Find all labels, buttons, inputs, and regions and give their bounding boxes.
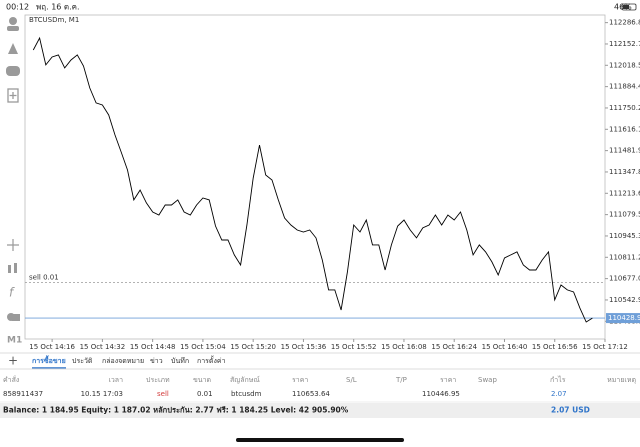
x-tick-label: 15 Oct 15:04 — [180, 343, 226, 351]
price-box — [606, 313, 640, 324]
x-tick-label: 15 Oct 15:20 — [230, 343, 276, 351]
crosshair-icon[interactable] — [7, 239, 19, 251]
table-cell: 2.07 — [551, 390, 567, 398]
price-label: 110428.93 — [608, 314, 640, 322]
y-tick-label: 111481.95 — [609, 147, 640, 155]
status-date: พฤ. 16 ต.ค. — [36, 3, 80, 12]
trade-icon[interactable] — [8, 43, 18, 54]
table-cell: 10.15 17:03 — [81, 390, 123, 398]
orders-table: คำสั่ง เวลา ประเภท ขนาด สัญลักษณ์ ราคา S/L T/P ร… — [0, 375, 640, 403]
x-tick-label: 15 Oct 16:56 — [532, 343, 578, 351]
tab[interactable]: ข่าว — [150, 357, 163, 365]
objects-icon-2 — [12, 314, 20, 321]
y-tick-label: 111616.10 — [609, 125, 640, 133]
table-header: สัญลักษณ์ — [230, 376, 260, 384]
table-cell: 858911437 — [3, 390, 43, 398]
table-header: Swap — [478, 376, 497, 384]
y-tick-label: 112018.55 — [609, 61, 640, 69]
y-tick-label: 111079.50 — [609, 211, 640, 219]
battery-level — [623, 5, 629, 9]
chart-frame — [24, 14, 606, 340]
table-cell: 110653.64 — [292, 390, 330, 398]
x-tick-label: 15 Oct 17:12 — [582, 343, 628, 351]
y-tick-label: 111750.25 — [609, 104, 640, 112]
y-tick-label: 112286.85 — [609, 19, 640, 27]
table-header: ราคา — [440, 376, 456, 384]
table-cell: sell — [157, 390, 169, 398]
x-tick-label: 15 Oct 15:36 — [281, 343, 327, 351]
chart-title: BTCUSDm, M1 — [29, 16, 79, 24]
account-icon-body — [7, 26, 19, 31]
balance-profit: 2.07 USD — [551, 406, 590, 415]
new-order-icon[interactable] — [7, 88, 19, 103]
table-header: หมายเหตุ — [607, 376, 636, 384]
add-button[interactable]: + — [8, 354, 18, 368]
x-tick-label: 15 Oct 16:24 — [431, 343, 477, 351]
y-tick-label: 111213.65 — [609, 189, 640, 197]
x-tick-label: 15 Oct 14:16 — [29, 343, 75, 351]
y-tick-label: 111347.80 — [609, 168, 640, 176]
table-header: ประเภท — [146, 376, 170, 384]
table-cell: 0.01 — [197, 390, 213, 398]
indicator-icon[interactable]: f — [9, 286, 15, 300]
y-tick-label: 112152.70 — [609, 40, 640, 48]
price-line-series — [32, 36, 593, 323]
new-order-plus — [9, 92, 17, 99]
table-header: ราคา — [292, 376, 308, 384]
table-header: ขนาด — [193, 376, 211, 384]
y-tick-label: 110542.90 — [609, 296, 640, 304]
balance-text: Balance: 1 184.95 Equity: 1 187.02 หลักป… — [3, 406, 349, 415]
toolbar: f M1 — [6, 17, 22, 346]
table-header: กำไร — [550, 375, 566, 384]
tab[interactable]: บันทึก — [171, 356, 189, 365]
x-tick-label: 15 Oct 16:08 — [381, 343, 427, 351]
tabs: การซื้อขาย ประวัติ กล่องจดหมาย ข่าว บันทึก กา… — [32, 354, 226, 369]
y-tick-label: 110945.35 — [609, 232, 640, 240]
order-line-label: sell 0.01 — [29, 273, 59, 281]
table-cell: btcusdm — [231, 390, 262, 398]
table-header: เวลา — [108, 376, 123, 384]
y-tick-label: 110811.20 — [609, 253, 640, 261]
tab[interactable]: การซื้อขาย — [32, 354, 66, 365]
table-cell: 110446.95 — [422, 390, 460, 398]
tab[interactable]: กล่องจดหมาย — [102, 357, 144, 365]
tab[interactable]: ประวัติ — [72, 357, 93, 365]
x-tick-label: 15 Oct 14:48 — [130, 343, 176, 351]
plot: 112286.85 112152.70 112018.55 111884.4 11175… — [25, 19, 640, 351]
tab[interactable]: การตั้งค่า — [197, 354, 226, 365]
candles-icon[interactable] — [8, 265, 11, 273]
x-tick-label: 15 Oct 16:40 — [482, 343, 528, 351]
account-icon[interactable] — [9, 17, 17, 25]
y-tick-label: 111884.4 — [609, 83, 640, 91]
battery-icon — [621, 3, 637, 11]
home-indicator — [236, 438, 404, 442]
x-tick-label: 15 Oct 15:52 — [331, 343, 377, 351]
status-time: 00:12 — [6, 3, 29, 12]
y-tick-label: 110677.05 — [609, 275, 640, 283]
x-tick-label: 15 Oct 14:32 — [80, 343, 126, 351]
table-header: T/P — [395, 376, 407, 384]
balance-bar — [0, 403, 640, 418]
table-header: S/L — [346, 376, 357, 384]
timeframe-button[interactable]: M1 — [7, 336, 22, 346]
candles-icon-2 — [14, 263, 17, 273]
chat-icon[interactable] — [6, 66, 20, 76]
table-header: คำสั่ง — [3, 375, 19, 384]
